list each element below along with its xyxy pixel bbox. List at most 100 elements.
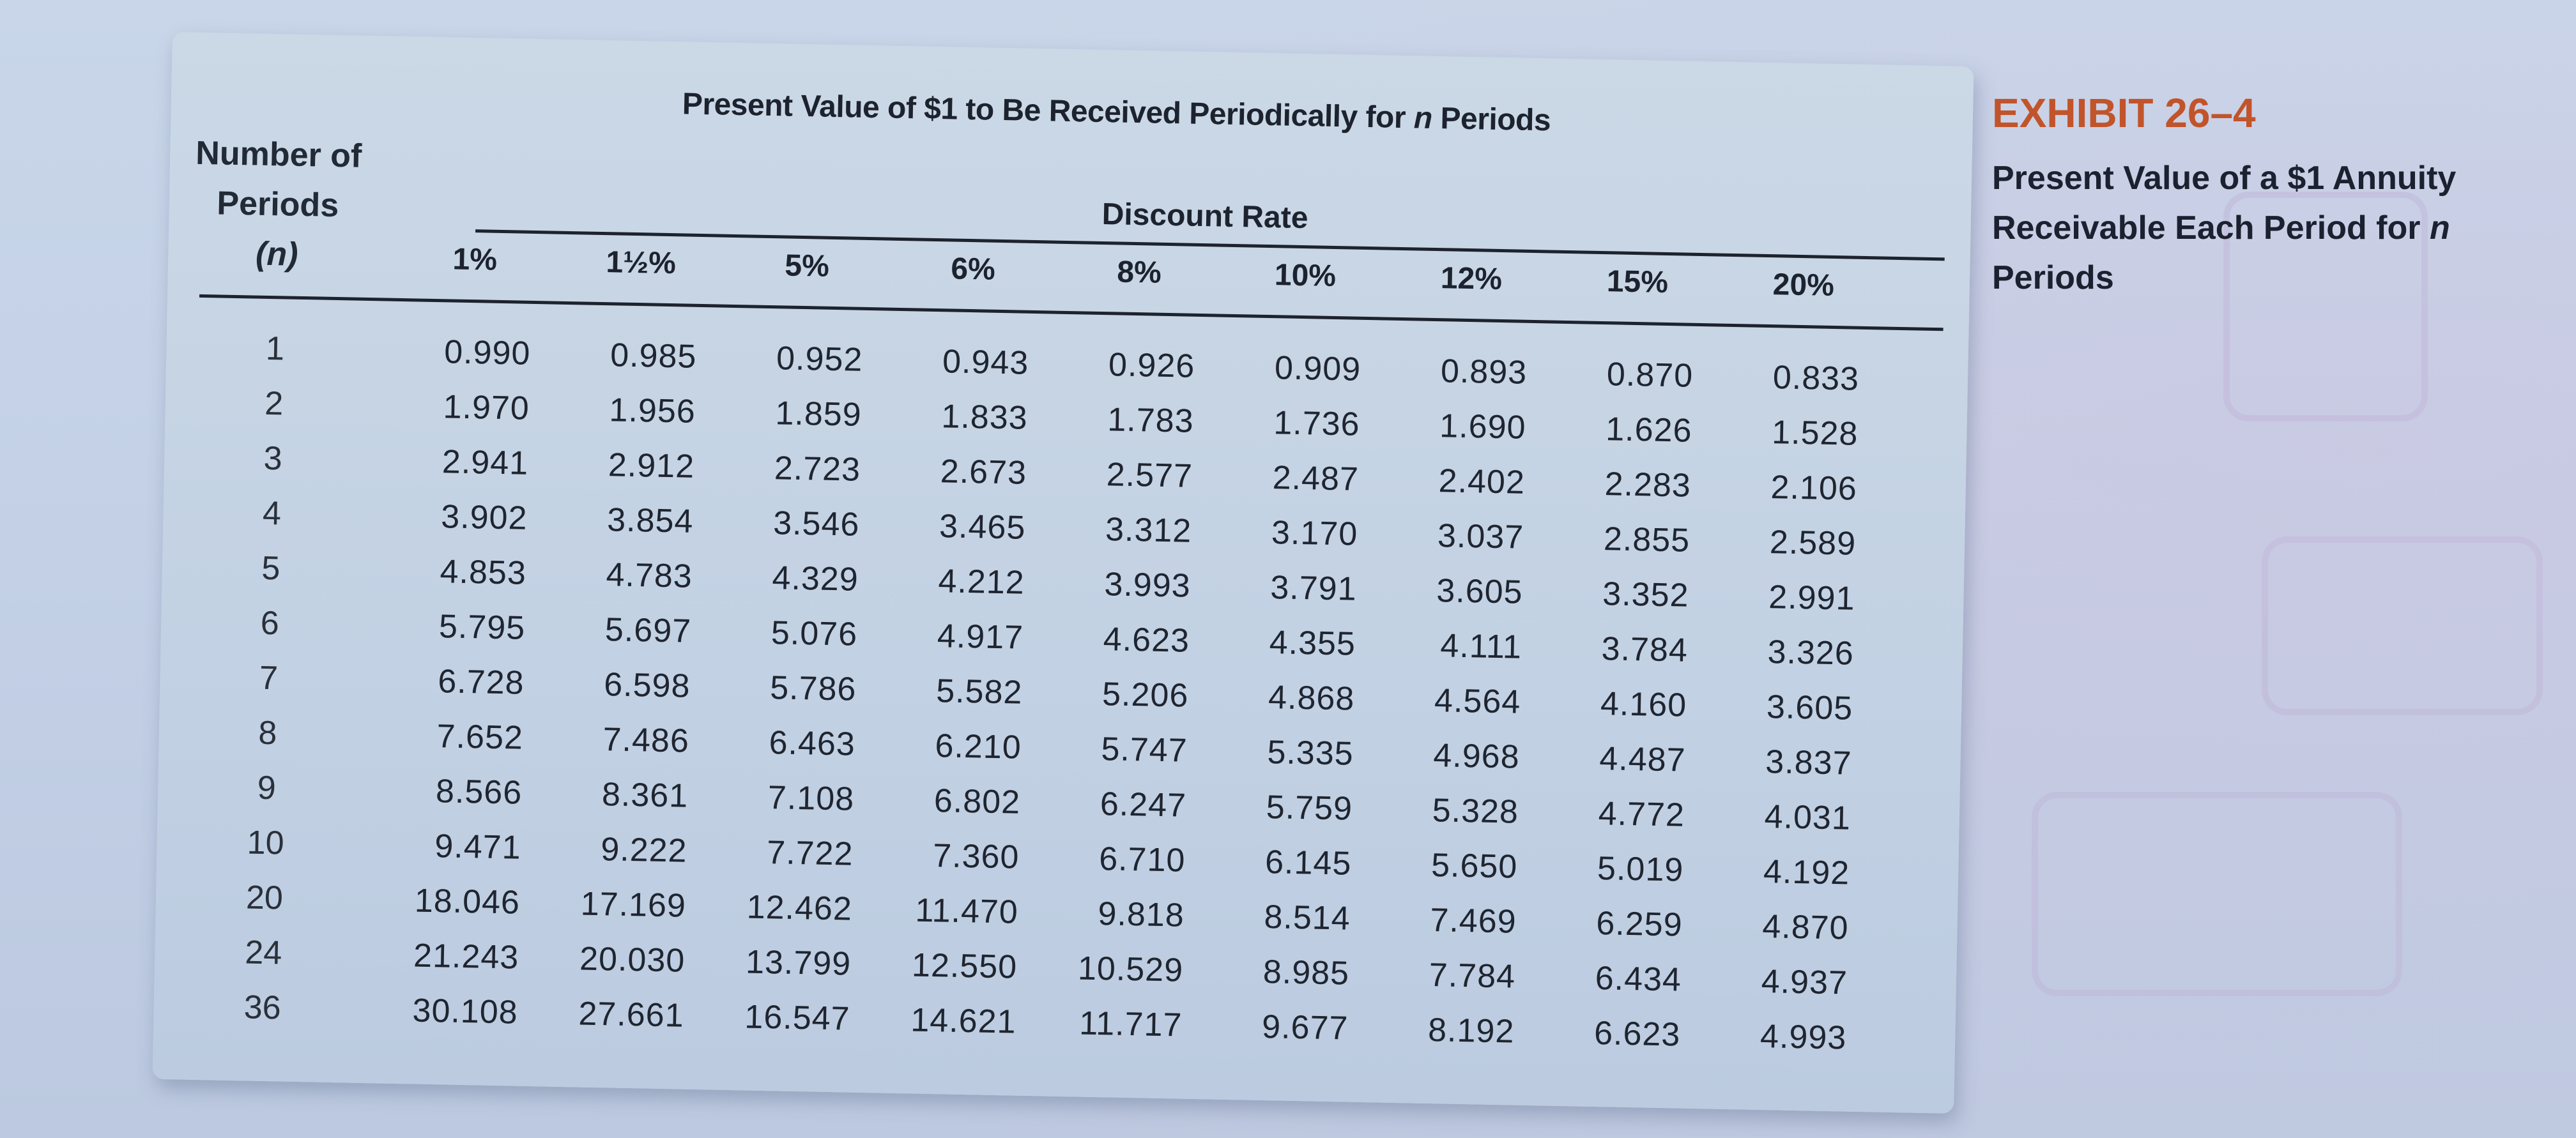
rate-header-cell: 8% <box>1116 255 1162 290</box>
value-cell: 6.259 <box>1595 905 1683 944</box>
value-cell: 2.855 <box>1603 520 1690 559</box>
period-header-line-2: Periods <box>216 185 339 225</box>
value-cell: 3.784 <box>1601 630 1689 669</box>
exhibit-caption-block: EXHIBIT 26–4 Present Value of a $1 Annui… <box>1992 89 2567 303</box>
rate-header-cell: 10% <box>1274 258 1337 294</box>
value-cell: 5.786 <box>769 669 857 708</box>
value-cell: 1.833 <box>940 398 1029 437</box>
value-cell: 6.623 <box>1593 1015 1681 1054</box>
value-cell: 7.360 <box>932 837 1020 876</box>
period-cell: 4 <box>262 494 282 533</box>
value-cell: 3.854 <box>606 501 694 540</box>
exhibit-number: EXHIBIT 26–4 <box>1992 90 2256 136</box>
value-cell: 1.956 <box>609 391 696 430</box>
exhibit-caption-text: Present Value of a $1 Annuity Receivable… <box>1992 160 2457 247</box>
value-cell: 2.577 <box>1106 456 1193 495</box>
background-diagram-box <box>2223 192 2428 421</box>
period-cell: 20 <box>245 879 284 917</box>
period-cell: 9 <box>257 769 277 807</box>
value-cell: 0.990 <box>443 333 531 372</box>
value-cell: 4.772 <box>1598 795 1685 834</box>
value-cell: 3.037 <box>1437 517 1524 556</box>
value-cell: 4.031 <box>1764 798 1851 837</box>
rate-header-row: 1% 1½% 5% 6% 8% 10% 12% 15% 20% <box>392 241 1887 305</box>
value-cell: 5.747 <box>1101 731 1188 770</box>
period-cell: 7 <box>259 659 279 697</box>
value-cell: 3.993 <box>1103 566 1192 605</box>
period-cell: 3 <box>263 439 283 478</box>
value-cell: 6.802 <box>933 782 1021 821</box>
value-cell: 20.030 <box>579 940 686 980</box>
value-cell: 0.926 <box>1108 346 1195 385</box>
value-cell: 3.605 <box>1436 572 1524 611</box>
value-cell: 2.912 <box>608 446 695 485</box>
value-cell: 12.550 <box>911 946 1018 986</box>
value-cell: 0.985 <box>610 337 697 376</box>
value-cell: 16.547 <box>744 998 851 1038</box>
value-cell: 4.192 <box>1763 853 1850 892</box>
value-cell: 0.952 <box>776 340 863 379</box>
value-cell: 5.335 <box>1266 734 1354 773</box>
value-cell: 4.968 <box>1432 737 1521 776</box>
value-cell: 12.462 <box>746 888 853 928</box>
value-cell: 4.212 <box>938 563 1025 602</box>
period-cell: 24 <box>244 934 282 972</box>
value-cell: 8.514 <box>1264 899 1351 937</box>
value-cell: 3.170 <box>1271 514 1358 553</box>
annuity-table-panel: Present Value of $1 to Be Received Perio… <box>152 32 1974 1114</box>
value-cell: 2.673 <box>940 453 1027 492</box>
value-cell: 2.991 <box>1768 579 1855 618</box>
value-cell: 3.312 <box>1105 511 1192 550</box>
value-cell: 2.402 <box>1438 462 1526 501</box>
value-cell: 2.723 <box>774 450 861 489</box>
rate-header-cell: 12% <box>1440 261 1503 297</box>
value-cell: 5.019 <box>1597 850 1684 889</box>
value-cell: 1.783 <box>1107 401 1195 440</box>
value-cell: 0.909 <box>1274 349 1361 388</box>
value-cell: 6.463 <box>769 724 856 763</box>
period-cell: 1 <box>265 330 285 368</box>
value-cell: 9.222 <box>600 831 688 870</box>
value-cell: 18.046 <box>414 882 521 922</box>
value-cell: 1.626 <box>1605 411 1693 450</box>
value-cell: 6.210 <box>935 727 1022 766</box>
value-cell: 11.717 <box>1078 1005 1183 1044</box>
value-cell: 6.710 <box>1098 840 1186 879</box>
exhibit-caption: Present Value of a $1 Annuity Receivable… <box>1992 153 2567 303</box>
value-cell: 7.722 <box>766 834 854 873</box>
value-cell: 5.206 <box>1101 676 1189 715</box>
value-cell: 3.352 <box>1602 575 1690 614</box>
exhibit-caption-text-end: Periods <box>1992 259 2114 296</box>
value-cell: 5.650 <box>1430 847 1518 886</box>
value-cell: 9.677 <box>1261 1008 1349 1047</box>
value-cell: 4.853 <box>440 553 527 592</box>
value-cell: 8.985 <box>1262 953 1350 992</box>
value-cell: 2.106 <box>1770 469 1858 508</box>
value-cell: 1.736 <box>1273 404 1361 443</box>
value-cell: 1.528 <box>1771 414 1859 453</box>
value-cell: 2.589 <box>1769 524 1857 563</box>
value-cell: 3.902 <box>440 498 528 537</box>
value-cell: 4.111 <box>1439 627 1522 666</box>
discount-rate-label: Discount Rate <box>1101 197 1308 236</box>
rate-header-cell: 6% <box>950 252 996 287</box>
value-cell: 21.243 <box>413 937 519 976</box>
value-cell: 1.859 <box>775 395 862 434</box>
value-cell: 1.970 <box>443 388 530 427</box>
value-cell: 17.169 <box>580 885 687 925</box>
value-cell: 8.566 <box>435 773 523 812</box>
value-cell: 30.108 <box>412 992 519 1031</box>
value-cell: 7.469 <box>1429 902 1517 941</box>
value-cell: 3.546 <box>772 505 860 543</box>
value-cell: 0.833 <box>1772 359 1860 398</box>
period-cell: 2 <box>264 384 284 423</box>
value-cell: 8.361 <box>601 776 689 815</box>
value-cell: 13.799 <box>745 943 852 983</box>
table-title-text: Present Value of $1 to Be Received Perio… <box>682 87 1414 135</box>
period-column-header: Number of Periods (n) <box>168 128 388 281</box>
period-cell: 6 <box>260 604 280 642</box>
period-header-line-1: Number of <box>195 134 362 175</box>
value-cell: 2.487 <box>1272 459 1360 498</box>
table-body: 1 0.990 0.985 0.952 0.943 0.926 0.909 0.893 0.87… <box>153 319 1956 1068</box>
value-cell: 11.470 <box>915 891 1019 931</box>
